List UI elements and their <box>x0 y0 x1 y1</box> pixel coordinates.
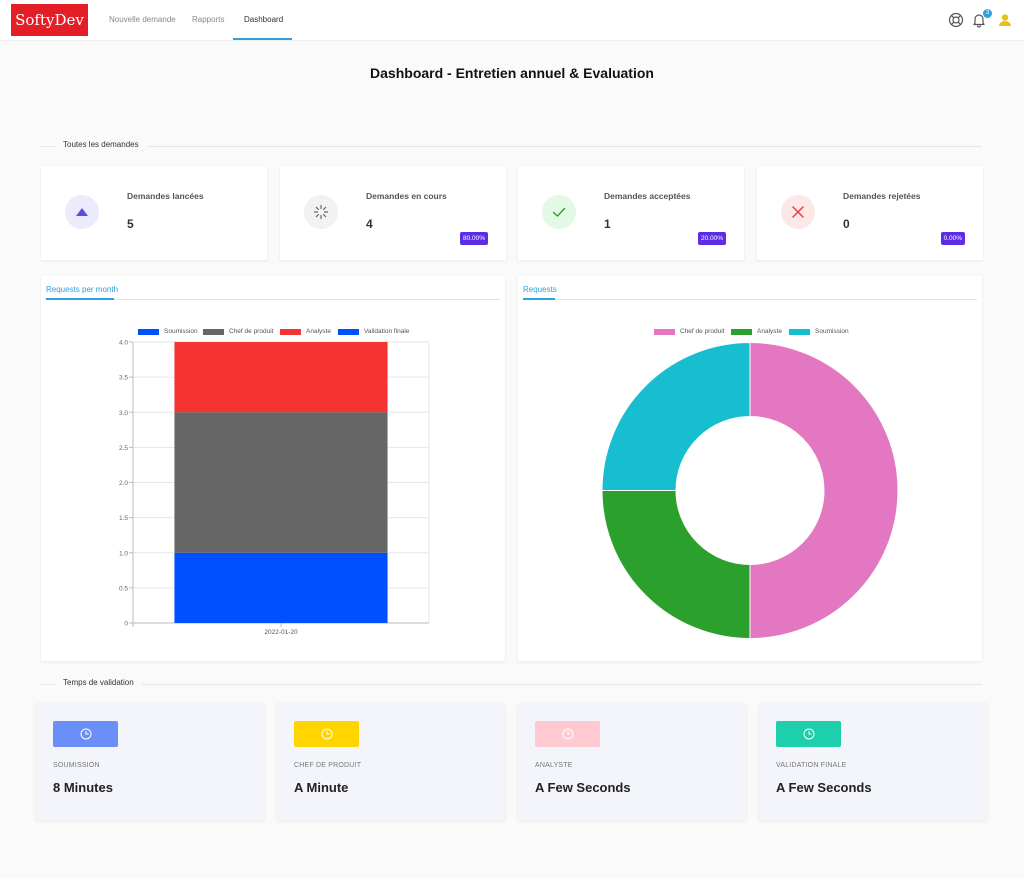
donut-slice <box>749 341 899 640</box>
legend-swatch <box>138 328 159 335</box>
close-icon <box>781 195 815 229</box>
time-value: 8 Minutes <box>53 780 113 795</box>
legend-swatch <box>338 328 359 335</box>
y-tick-label: 1.0 <box>119 550 128 557</box>
stat-value: 4 <box>366 217 373 231</box>
legend-label: Chef de produit <box>229 328 274 335</box>
user-icon[interactable] <box>997 12 1013 28</box>
active-tab-indicator <box>523 298 555 300</box>
y-tick-label: 0 <box>124 621 128 628</box>
legend-item[interactable]: Soumission <box>138 328 198 335</box>
legend-label: Validation finale <box>364 328 410 335</box>
stat-title: Demandes acceptées <box>604 191 691 201</box>
tab-divider <box>46 299 500 300</box>
check-icon <box>542 195 576 229</box>
active-tab-indicator <box>233 38 292 40</box>
time-label: SOUMISSION <box>53 762 100 769</box>
legend-swatch <box>280 328 301 335</box>
donut-slice <box>601 490 751 640</box>
bar-chart-panel: Requests per month Soumission Chef de pr… <box>41 276 505 661</box>
stat-value: 0 <box>843 217 850 231</box>
time-value: A Minute <box>294 780 349 795</box>
legend-label: Soumission <box>164 328 198 335</box>
logo[interactable]: SoftyDev <box>11 4 88 36</box>
legend-item[interactable]: Analyste <box>731 328 782 335</box>
time-value: A Few Seconds <box>776 780 872 795</box>
stat-value: 1 <box>604 217 611 231</box>
section-all-requests: Toutes les demandes <box>41 140 982 152</box>
legend-item[interactable]: Chef de produit <box>203 328 273 335</box>
bar-chart: 0 0.5 1.0 1.5 2.0 2.5 3.0 3.5 4.0 2022-01-20 <box>119 340 430 636</box>
y-tick-label: 2.0 <box>119 480 128 487</box>
time-card-product-owner: CHEF DE PRODUIT A Minute <box>277 703 505 820</box>
y-tick-label: 2.5 <box>119 445 128 452</box>
donut-chart-panel: Requests Chef de produit Analyste Soumis… <box>518 276 982 661</box>
bar-segment <box>174 342 388 413</box>
time-card-final-validation: VALIDATION FINALE A Few Seconds <box>759 703 987 820</box>
triangle-up-icon <box>65 195 99 229</box>
time-card-analyst: ANALYSTE A Few Seconds <box>518 703 746 820</box>
time-card-submission: SOUMISSION 8 Minutes <box>36 703 264 820</box>
stat-card-accepted: Demandes acceptées 1 20.00% <box>518 166 744 260</box>
legend-item[interactable]: Soumission <box>789 328 849 335</box>
top-navbar: SoftyDev Nouvelle demande Rapports Dashb… <box>0 0 1024 41</box>
tab-requests[interactable]: Requests <box>523 285 557 294</box>
y-tick-label: 3.0 <box>119 410 128 417</box>
notification-badge: 3 <box>983 9 992 18</box>
help-lifebuoy-icon[interactable] <box>948 12 964 28</box>
y-tick-label: 3.5 <box>119 375 128 382</box>
legend-label: Chef de produit <box>680 328 725 335</box>
donut-chart <box>601 341 899 640</box>
stat-title: Demandes en cours <box>366 191 447 201</box>
x-tick-label: 2022-01-20 <box>264 629 298 636</box>
tab-divider <box>523 299 977 300</box>
time-label: CHEF DE PRODUIT <box>294 762 362 769</box>
legend-label: Analyste <box>757 328 782 335</box>
stat-title: Demandes rejetées <box>843 191 921 201</box>
stat-value: 5 <box>127 217 134 231</box>
time-label: ANALYSTE <box>535 762 573 769</box>
stat-card-launched: Demandes lancées 5 <box>41 166 267 260</box>
time-label: VALIDATION FINALE <box>776 762 847 769</box>
legend-item[interactable]: Chef de produit <box>654 328 724 335</box>
legend-swatch <box>654 328 675 335</box>
nav-link-new-request[interactable]: Nouvelle demande <box>109 15 176 24</box>
bar-segment <box>174 412 388 553</box>
clock-icon <box>535 721 600 747</box>
stat-percent-badge: 20.00% <box>697 232 726 245</box>
y-tick-label: 4.0 <box>119 340 128 347</box>
stat-title: Demandes lancées <box>127 191 204 201</box>
stat-percent-badge: 80.00% <box>459 232 488 245</box>
legend-swatch <box>203 328 224 335</box>
stat-card-in-progress: Demandes en cours 4 80.00% <box>280 166 506 260</box>
spinner-icon <box>304 195 338 229</box>
tab-requests-per-month[interactable]: Requests per month <box>46 285 119 294</box>
legend-item[interactable]: Validation finale <box>338 328 409 335</box>
donut-slice <box>601 341 751 491</box>
nav-link-dashboard[interactable]: Dashboard <box>244 15 284 24</box>
stat-percent-badge: 0.00% <box>940 232 965 245</box>
section-all-requests-label: Toutes les demandes <box>55 140 147 149</box>
clock-icon <box>776 721 841 747</box>
legend-label: Analyste <box>306 328 331 335</box>
bell-icon[interactable] <box>971 12 987 28</box>
nav-link-reports[interactable]: Rapports <box>192 15 225 24</box>
active-tab-indicator <box>46 298 114 300</box>
legend-item[interactable]: Analyste <box>280 328 331 335</box>
legend-swatch <box>789 328 810 335</box>
section-validation-time-label: Temps de validation <box>55 678 142 687</box>
bar-segment <box>174 552 388 623</box>
page-title: Dashboard - Entretien annuel & Evaluatio… <box>370 65 654 81</box>
time-value: A Few Seconds <box>535 780 631 795</box>
y-tick-label: 0.5 <box>119 585 128 592</box>
legend-label: Soumission <box>815 328 849 335</box>
clock-icon <box>53 721 118 747</box>
stat-card-rejected: Demandes rejetées 0 0.00% <box>757 166 983 260</box>
clock-icon <box>294 721 359 747</box>
legend-swatch <box>731 328 752 335</box>
section-validation-time: Temps de validation <box>41 678 982 690</box>
y-tick-label: 1.5 <box>119 515 128 522</box>
